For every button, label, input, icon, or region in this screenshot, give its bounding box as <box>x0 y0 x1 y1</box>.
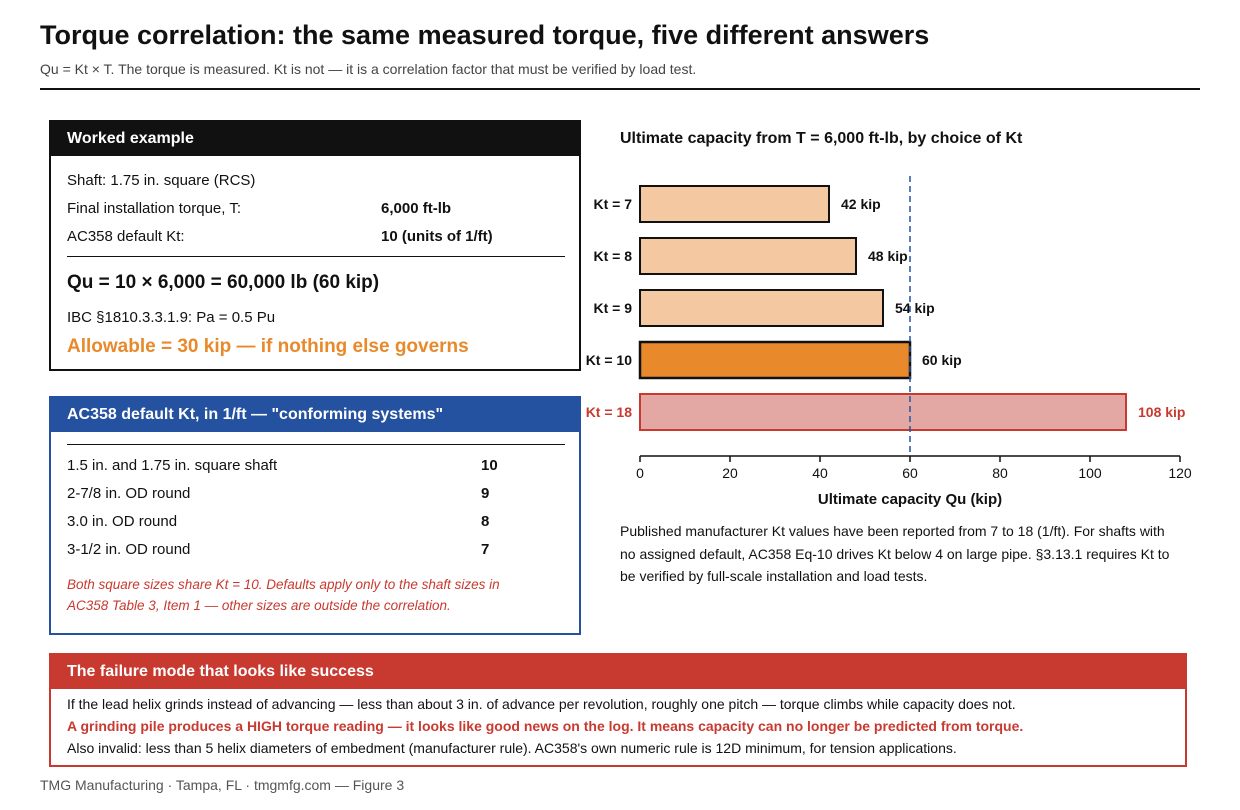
page-title: Torque correlation: the same measured to… <box>40 20 930 50</box>
failure-line-1: If the lead helix grinds instead of adva… <box>67 696 1016 712</box>
failure-mode-heading: The failure mode that looks like success <box>51 655 1185 689</box>
data-label: 48 kip <box>868 248 908 264</box>
defaults-row-label: 3.0 in. OD round <box>67 513 178 530</box>
x-axis-label: Ultimate capacity Qu (kip) <box>818 491 1002 508</box>
defaults-row-value: 7 <box>481 541 490 558</box>
x-tick-label: 100 <box>1078 465 1102 481</box>
worked-example-heading: Worked example <box>51 122 579 156</box>
ac358-defaults-panel: AC358 default Kt, in 1/ft — "conforming … <box>49 396 581 635</box>
category-label: Kt = 7 <box>593 196 632 212</box>
defaults-row-label: 3-1/2 in. OD round <box>67 541 191 558</box>
data-label: 42 kip <box>841 196 881 212</box>
category-label: Kt = 8 <box>593 248 632 264</box>
category-label: Kt = 18 <box>586 404 633 420</box>
data-label: 60 kip <box>922 352 962 368</box>
x-tick-label: 0 <box>636 465 644 481</box>
data-label: 54 kip <box>895 300 935 316</box>
defaults-row-value: 9 <box>481 485 490 502</box>
kt-label: AC358 default Kt: <box>67 228 185 245</box>
torque-label: Final installation torque, T: <box>67 200 241 217</box>
header-divider <box>40 88 1200 90</box>
kt-value: 10 (units of 1/ft) <box>381 228 493 245</box>
capacity-bar-chart: Kt = 7 42 kip Kt = 8 48 kip Kt = 9 54 kip Kt =… <box>586 176 1192 508</box>
shaft-label: Shaft: 1.75 in. square (RCS) <box>67 172 256 189</box>
ac358-defaults-heading: AC358 default Kt, in 1/ft — "conforming … <box>51 398 579 432</box>
torque-value: 6,000 ft-lb <box>381 200 452 217</box>
capacity-formula: Qu = 10 × 6,000 = 60,000 lb (60 kip) <box>67 272 380 293</box>
x-tick-label: 60 <box>902 465 918 481</box>
worked-divider <box>67 256 565 257</box>
chart-note: Published manufacturer Kt values have be… <box>620 523 1170 584</box>
defaults-divider <box>67 444 565 445</box>
x-tick-label: 20 <box>722 465 738 481</box>
bar <box>639 237 857 275</box>
failure-line-3: Also invalid: less than 5 helix diameter… <box>67 740 957 756</box>
worked-example-panel: Worked example Shaft: 1.75 in. square (R… <box>49 120 581 371</box>
bar <box>639 185 830 223</box>
failure-mode-panel: The failure mode that looks like success… <box>49 653 1187 767</box>
allowable-result: Allowable = 30 kip — if nothing else gov… <box>67 336 469 357</box>
ibc-reference: IBC §1810.3.3.1.9: Pa = 0.5 Pu <box>67 309 276 326</box>
bar <box>639 393 1127 431</box>
footer-credit: TMG Manufacturing · Tampa, FL · tmgmfg.c… <box>40 777 405 793</box>
defaults-row-value: 10 <box>481 457 498 474</box>
data-label: 108 kip <box>1138 404 1185 420</box>
defaults-note: Both square sizes share Kt = 10. Default… <box>67 577 500 613</box>
chart-title: Ultimate capacity from T = 6,000 ft-lb, … <box>620 130 1023 147</box>
bar <box>638 340 912 380</box>
x-tick-label: 40 <box>812 465 828 481</box>
defaults-row-value: 8 <box>481 513 490 530</box>
page-subtitle: Qu = Kt × T. The torque is measured. Kt … <box>40 61 697 77</box>
x-tick-label: 120 <box>1168 465 1192 481</box>
x-tick-label: 80 <box>992 465 1008 481</box>
category-label: Kt = 10 <box>586 352 633 368</box>
defaults-row-label: 1.5 in. and 1.75 in. square shaft <box>67 457 278 474</box>
failure-line-2: A grinding pile produces a HIGH torque r… <box>67 718 1024 734</box>
category-label: Kt = 9 <box>593 300 632 316</box>
defaults-row-label: 2-7/8 in. OD round <box>67 485 191 502</box>
bar <box>639 289 884 327</box>
